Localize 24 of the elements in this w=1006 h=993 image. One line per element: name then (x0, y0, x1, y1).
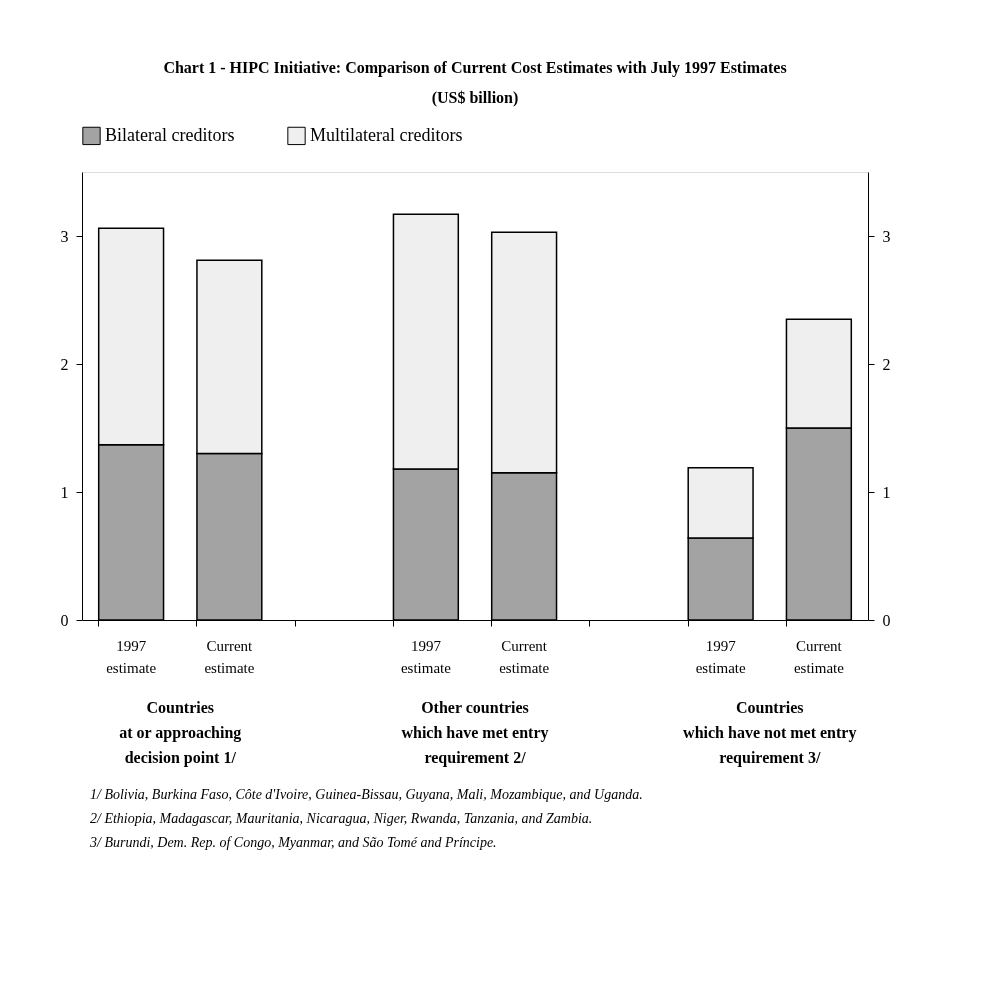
text: 3/ Burundi, Dem. Rep. of Congo, Myanmar, and São Tomé and Príncipe. (89, 835, 497, 850)
text: 2/ Ethiopia, Madagascar, Mauritania, Nicaragua, Niger, Rwanda, Tanzania, and Zambia. (90, 811, 593, 826)
y-tick-label: 2 (60, 355, 69, 373)
y-tick-label: 1 (60, 483, 69, 501)
x-tick-label: Current estimate (204, 637, 255, 676)
y2-tick-label: 2 (882, 355, 891, 373)
x-tick-label: Current estimate (499, 637, 550, 676)
text: Countries at or approaching decision point 1/ (119, 699, 242, 767)
chart-title: Chart 1 - HIPC Initiative: Comparison of Current Cost Estimates with July 1997 Estimates (163, 59, 787, 77)
chart-subtitle: (US$ billion) (431, 89, 519, 107)
y-tick-label: 3 (60, 227, 69, 245)
y-tick-label: 0 (60, 611, 69, 629)
x-tick-label: 1997 estimate (400, 637, 452, 676)
y2-tick-label: 1 (882, 483, 891, 501)
y2-tick-label: 0 (882, 611, 891, 629)
x-tick-label: 1997 estimate (106, 637, 157, 676)
x-tick-label: Current estimate (793, 637, 845, 676)
text: Other countries which have met entry requirement 2/ (401, 699, 549, 767)
text: Countries which have not met entry requirement 3/ (683, 699, 857, 767)
legend-label: Bilateral creditors (105, 124, 235, 145)
y2-tick-label: 3 (882, 227, 891, 245)
x-tick-label: 1997 estimate (695, 637, 746, 676)
text: 1/ Bolivia, Burkina Faso, Côte d'Ivoire, Guinea-Bissau, Guyana, Mali, Mozambique, and Uganda. (90, 787, 643, 802)
legend-label: Multilateral creditors (310, 124, 463, 145)
